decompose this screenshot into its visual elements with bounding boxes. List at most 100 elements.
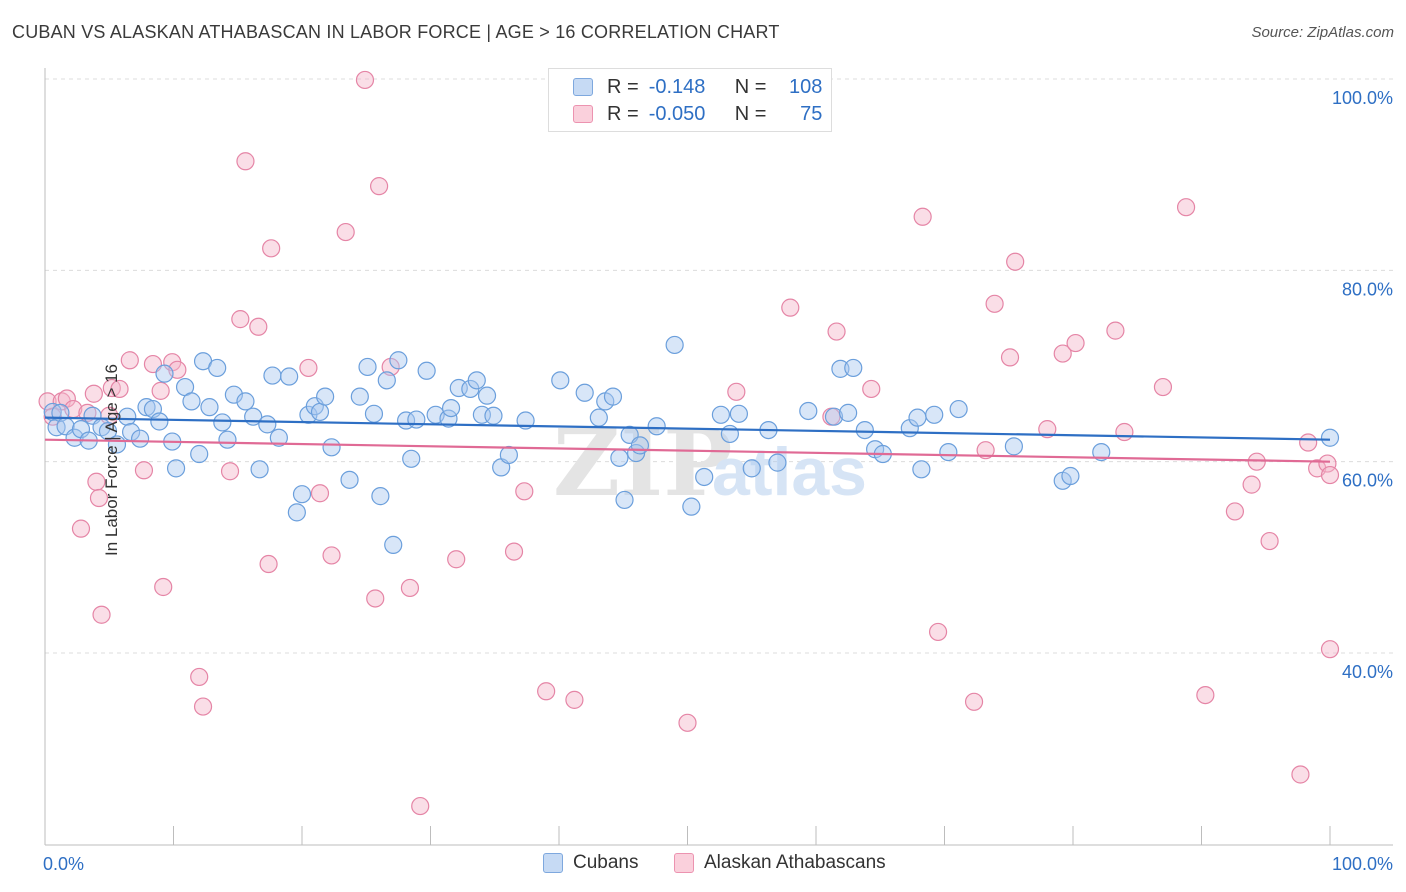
athabascan-point: [71, 519, 91, 538]
athabascan-point: [1196, 685, 1215, 705]
athabascan-point: [1247, 452, 1266, 471]
cuban-point: [263, 366, 282, 385]
watermark-atlas: atlas: [712, 434, 867, 510]
athabascan-point: [322, 546, 341, 565]
athabascan-point: [964, 692, 984, 711]
cuban-point: [799, 401, 818, 421]
cuban-point: [118, 407, 137, 426]
athabascan-point: [1000, 348, 1020, 367]
cuban-point: [208, 358, 227, 378]
legend-swatch-alaskan-athabascans: [573, 105, 593, 123]
cuban-point: [499, 445, 518, 465]
athabascan-point: [827, 322, 846, 341]
y-tick-label: 100.0%: [1332, 88, 1393, 108]
legend-n-value: 108: [789, 75, 823, 98]
athabascan-point: [678, 713, 697, 732]
athabascan-point: [504, 542, 524, 561]
athabascan-point: [262, 239, 281, 258]
cuban-point: [402, 449, 421, 468]
cuban-point: [384, 535, 403, 554]
cuban-point: [711, 405, 731, 424]
legend-r-label: R =: [607, 75, 639, 98]
athabascan-point: [1176, 198, 1196, 217]
cuban-point: [190, 444, 209, 464]
series-label-cubans: Cubans: [573, 852, 639, 873]
athabascan-point: [299, 358, 318, 378]
cuban-point: [720, 424, 740, 444]
cuban-point: [280, 367, 299, 386]
athabascan-point: [1115, 422, 1134, 442]
legend-r-value: -0.148: [648, 75, 706, 98]
athabascan-point: [976, 441, 995, 460]
athabascan-point: [515, 482, 534, 501]
cuban-point: [292, 485, 312, 504]
y-axis-label: In Labor Force | Age > 16: [102, 363, 122, 557]
cuban-point: [43, 402, 62, 422]
cuban-point: [1061, 466, 1080, 486]
athabascan-point: [727, 382, 746, 401]
athabascan-point: [1299, 433, 1318, 452]
athabascan-point: [1225, 502, 1245, 521]
cuban-point: [908, 408, 927, 427]
cuban-point: [166, 459, 186, 478]
athabascan-point: [78, 403, 97, 422]
athabascan-point: [190, 667, 209, 687]
cuban-point: [371, 487, 390, 506]
series-legend: Cubans Alaskan Athabascans: [0, 852, 1406, 876]
cuban-point: [551, 371, 570, 390]
athabascan-point: [862, 379, 881, 399]
cuban-point: [224, 385, 243, 404]
athabascan-point: [89, 488, 109, 508]
cuban-point: [182, 392, 201, 411]
cuban-point: [322, 438, 341, 457]
cuban-point: [610, 448, 629, 467]
cuban-point: [939, 443, 958, 462]
cuban-point: [200, 398, 219, 417]
cuban-point: [1320, 428, 1340, 447]
series-swatch-cubans: [543, 853, 563, 873]
series-legend-alaskan-athabascans[interactable]: Alaskan Athabascans: [674, 852, 886, 874]
athabascan-point: [370, 177, 389, 196]
athabascan-point: [154, 577, 173, 597]
athabascan-point: [193, 697, 213, 716]
legend-row-alaskan-athabascans: R = -0.050 N = 75: [573, 103, 822, 125]
cuban-point: [682, 497, 701, 516]
athabascan-point: [928, 622, 948, 642]
athabascan-point: [110, 379, 129, 399]
cuban-point: [310, 402, 330, 422]
stats-legend: R = -0.148 N = 108 R = -0.050 N = 75: [548, 68, 832, 132]
series-legend-cubans[interactable]: Cubans: [543, 852, 639, 874]
athabascan-point: [1320, 465, 1340, 485]
athabascan-point: [1242, 475, 1261, 494]
cuban-point: [250, 460, 269, 479]
chart-title: CUBAN VS ALASKAN ATHABASCAN IN LABOR FOR…: [12, 22, 780, 42]
cuban-point: [236, 392, 255, 411]
cuban-point: [316, 387, 335, 406]
cuban-point: [137, 398, 156, 417]
cuban-point: [439, 409, 458, 428]
series-swatch-alaskan-athabascans: [674, 853, 694, 873]
athabascan-point: [310, 484, 330, 503]
y-tick-label: 80.0%: [1342, 279, 1393, 299]
cuban-point: [350, 387, 369, 406]
athabascan-point: [84, 384, 103, 403]
cuban-point: [855, 420, 874, 440]
cuban-point: [484, 406, 503, 425]
cuban-point: [912, 460, 931, 479]
athabascan-point: [1291, 765, 1310, 784]
cuban-point: [647, 417, 666, 436]
cuban-point: [665, 335, 684, 355]
series-label-alaskan-athabascans: Alaskan Athabascans: [704, 852, 886, 873]
athabascan-point: [1066, 333, 1085, 353]
cuban-point: [441, 398, 461, 418]
athabascan-point: [537, 682, 556, 701]
cuban-point: [269, 428, 288, 447]
athabascan-point: [259, 554, 278, 574]
y-tick-label: 60.0%: [1342, 471, 1393, 491]
cuban-point: [575, 383, 594, 402]
cuban-point: [358, 357, 377, 377]
cuban-point: [287, 503, 306, 522]
y-tick-label: 40.0%: [1342, 662, 1393, 682]
athabascan-point: [249, 317, 268, 336]
